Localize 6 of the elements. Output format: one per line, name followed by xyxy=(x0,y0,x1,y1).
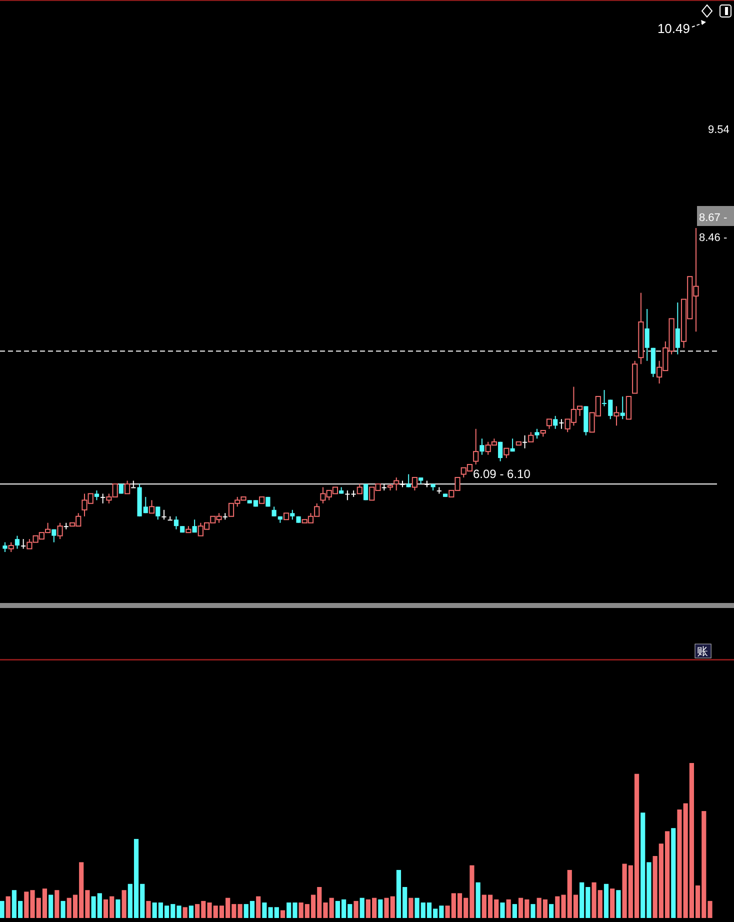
text: 8.67 - xyxy=(699,212,728,224)
text: 10.49 xyxy=(657,21,690,36)
text: 账 xyxy=(697,646,708,658)
annotation: 6.09 - 6.10 xyxy=(473,467,531,481)
text: 9.54 xyxy=(708,124,730,136)
annotation: 8.46 - xyxy=(699,232,728,244)
